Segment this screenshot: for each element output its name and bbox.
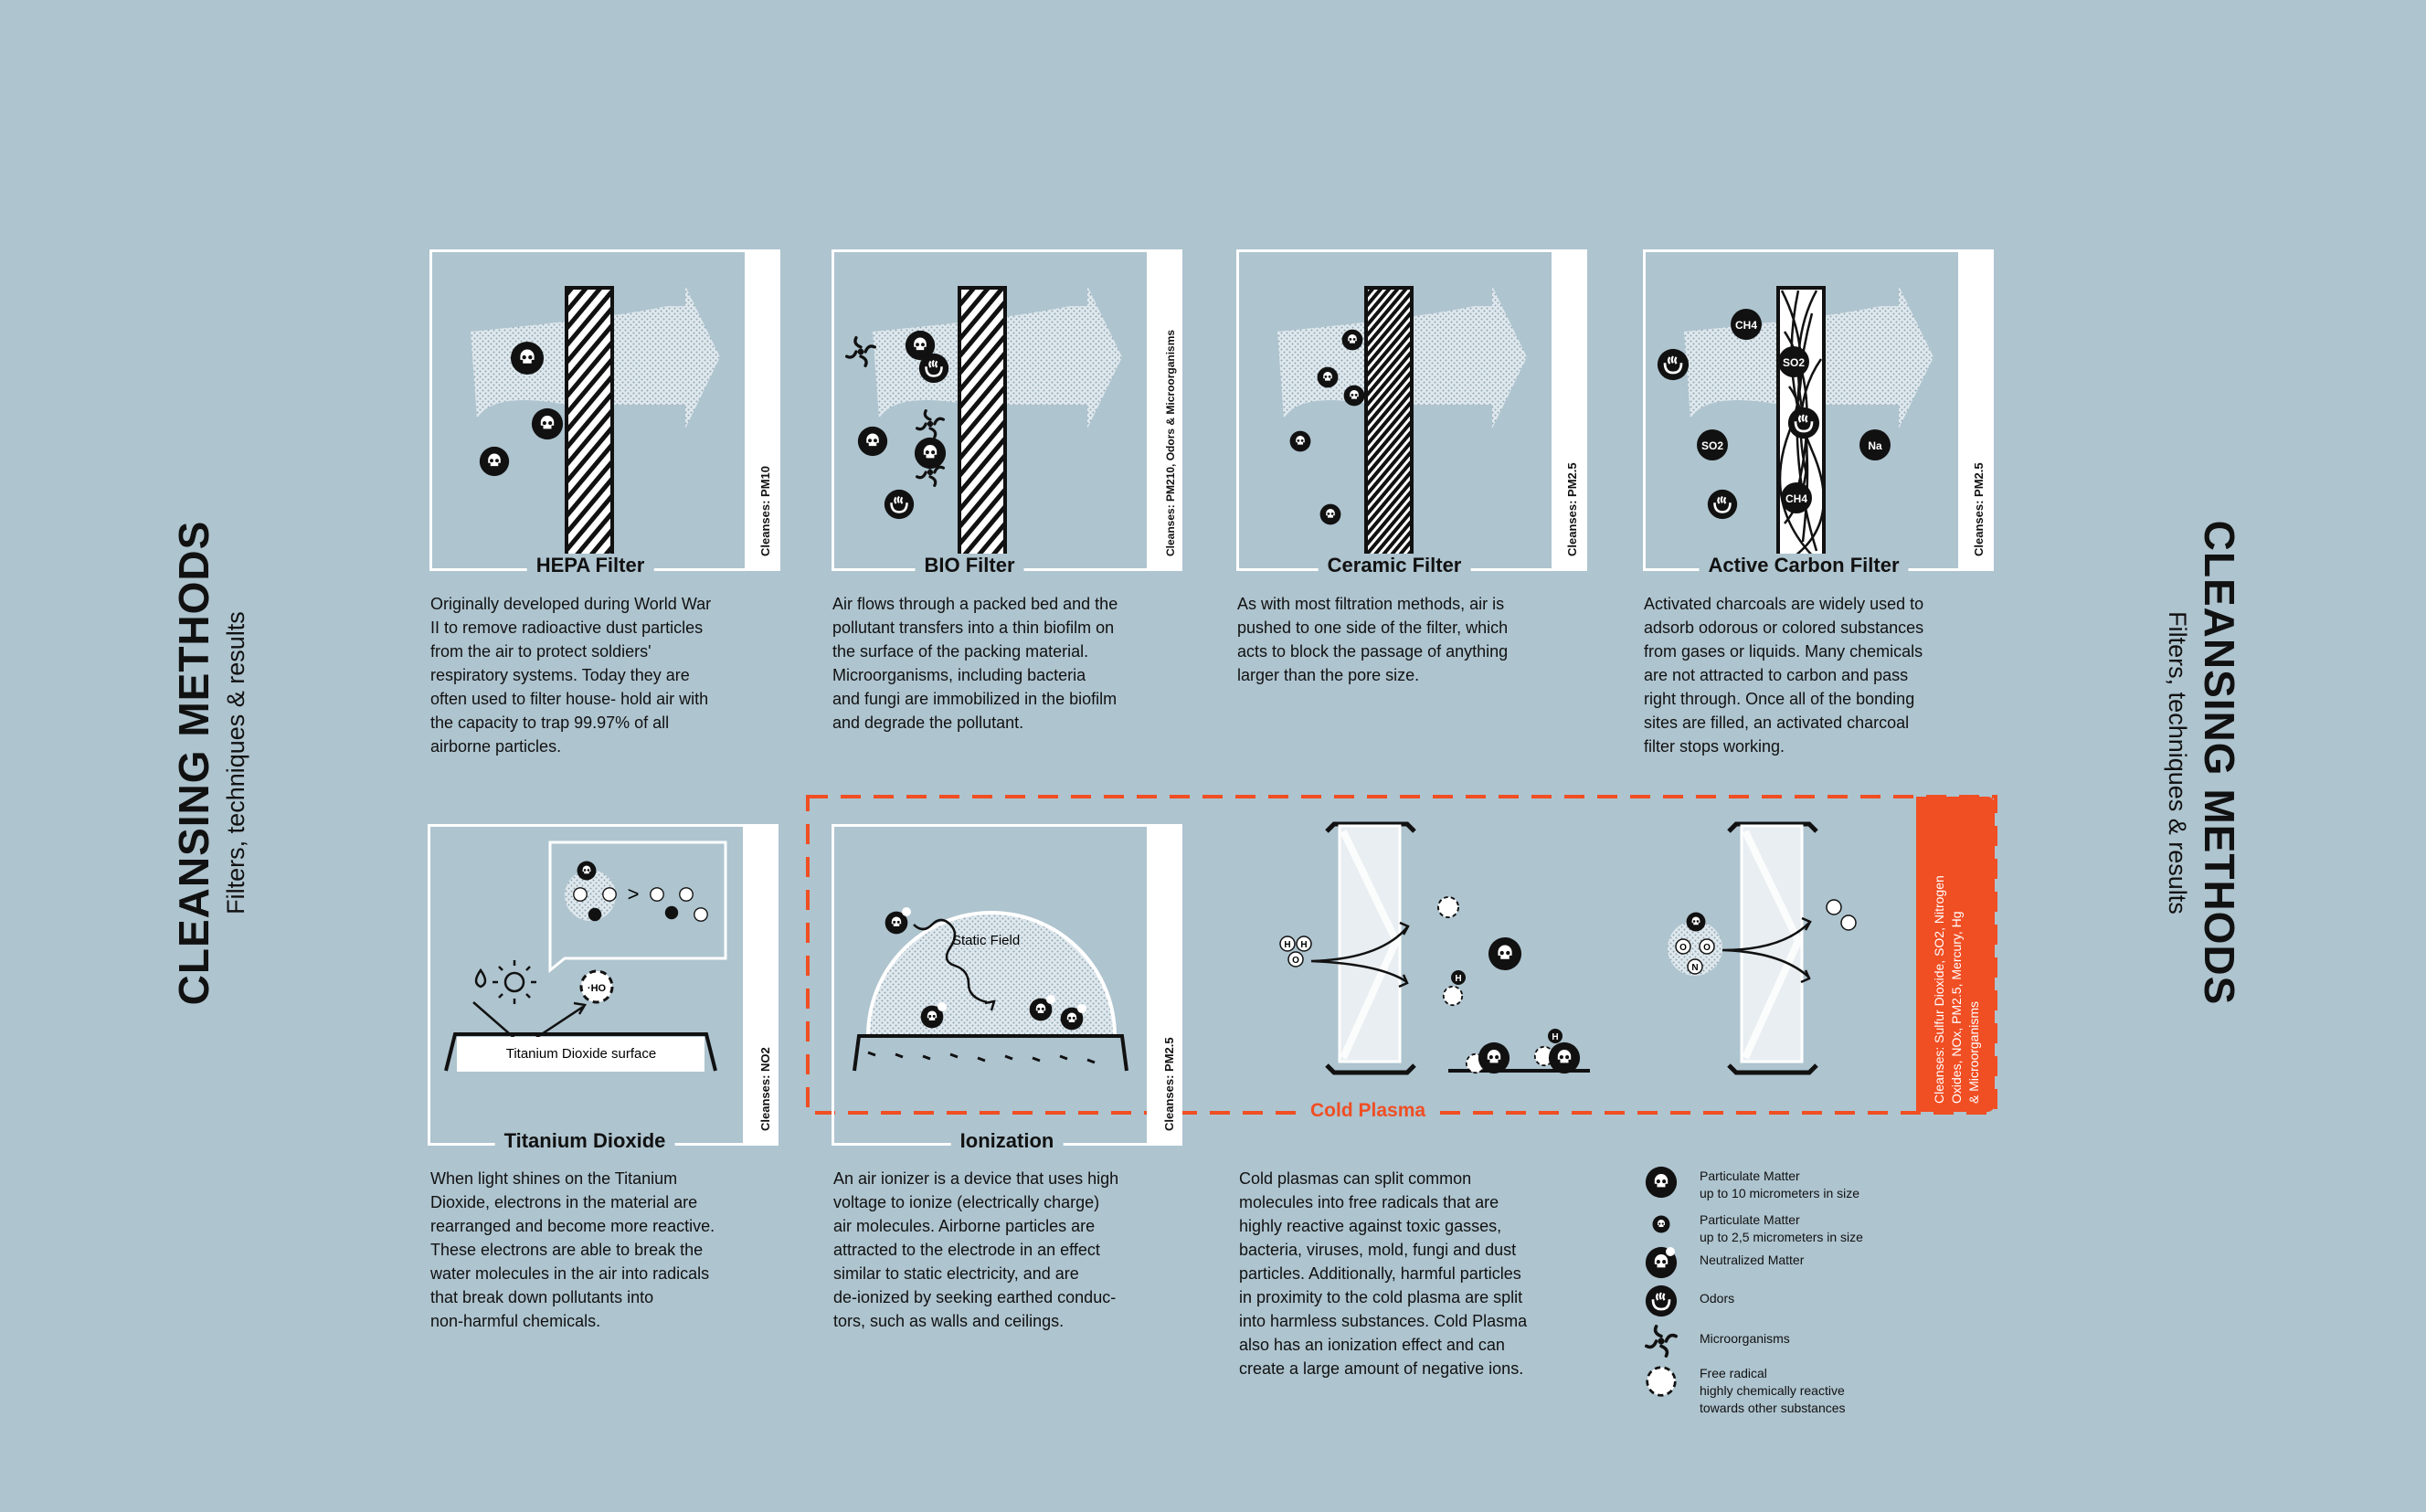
page-subtitle-right: Filters, techniques & results [2164, 611, 2191, 915]
panel-title: HEPA Filter [526, 554, 654, 577]
cleanses-label: Cleanses: PM210, Odors & Microorganisms [1164, 329, 1177, 556]
free-radical-icon [1646, 1366, 1677, 1397]
page-subtitle: Filters, techniques & results [222, 611, 249, 915]
svg-text:O: O [1679, 943, 1687, 953]
na-molecule: Na [1859, 429, 1891, 460]
cold-plasma-cleanses-tab [1916, 797, 1995, 1112]
cleanses-label: Cleanses: PM2.5 [1972, 462, 1986, 556]
cold-plasma-diagram-2: O O N [1668, 821, 1857, 1075]
svg-text:CH4: CH4 [1785, 492, 1807, 505]
description-active-carbon: Activated charcoals are widely used to a… [1644, 595, 1924, 756]
svg-text:SO2: SO2 [1783, 356, 1805, 369]
svg-text:H: H [1284, 940, 1290, 950]
svg-text:Static Field: Static Field [952, 933, 1020, 948]
svg-text:N: N [1691, 963, 1698, 973]
cleanses-label: Cleanses: PM10 [758, 466, 772, 556]
cleanses-label: Cleanses: NO2 [758, 1047, 772, 1131]
cold-plasma-diagram-1: H H O H H [1279, 821, 1590, 1075]
odor-icon [1645, 1285, 1678, 1317]
panel-active-carbon-filter: CH4 SO2 SO2 Na CH4 Active Carbon Filter … [1643, 249, 1994, 577]
panel-title: Titanium Dioxide [494, 1129, 675, 1153]
titanium-diagram: > ·HO Titanium Dioxide surface [428, 824, 779, 1146]
bio-diagram [832, 249, 1182, 571]
description-cold-plasma: Cold plasmas can split common molecules … [1239, 1169, 1528, 1378]
panel-ionization: Static Field Ionization Cleanses: PM2.5 [832, 824, 1182, 1153]
svg-text:Titanium Dioxide surface: Titanium Dioxide surface [506, 1046, 657, 1062]
svg-text:·HO: ·HO [588, 983, 607, 994]
skull-large-icon [1645, 1166, 1678, 1199]
ionization-diagram: Static Field [832, 824, 1182, 1146]
svg-text:>: > [628, 883, 640, 905]
neutralized-icon [1645, 1246, 1678, 1279]
so2-molecule: SO2 [1697, 429, 1728, 460]
ceramic-diagram [1236, 249, 1587, 571]
svg-text:H: H [1455, 974, 1461, 984]
svg-text:SO2: SO2 [1701, 439, 1723, 452]
description-bio: Air flows through a packed bed and the p… [832, 595, 1118, 732]
panel-hepa-filter: HEPA Filter Cleanses: PM10 [429, 249, 780, 577]
so2-molecule-filter: SO2 [1778, 346, 1809, 377]
cold-plasma-cleanses-label: Cleanses: Sulfur Dioxide, SO2, Nitrogen … [1932, 875, 1981, 1104]
ch4-molecule-filter: CH4 [1781, 482, 1812, 513]
description-titanium-dioxide: When light shines on the Titanium Dioxid… [430, 1169, 715, 1330]
svg-text:O: O [1292, 956, 1299, 966]
panel-title: Ceramic Filter [1318, 554, 1471, 577]
page-title: CLEANSING METHODS [170, 520, 217, 1006]
svg-text:O: O [1703, 943, 1711, 953]
panel-title: Active Carbon Filter [1699, 554, 1909, 577]
svg-text:H: H [1300, 940, 1307, 950]
cold-plasma-dashed-frame [806, 795, 1997, 1115]
carbon-diagram: CH4 SO2 SO2 Na CH4 [1643, 249, 1994, 571]
panel-title: BIO Filter [915, 554, 1024, 577]
svg-text:CH4: CH4 [1735, 319, 1757, 332]
cold-plasma-label: Cold Plasma [1305, 1100, 1432, 1122]
ch4-molecule: CH4 [1731, 309, 1762, 340]
svg-text:Na: Na [1868, 439, 1882, 452]
panel-titanium-dioxide: > ·HO Titanium Dioxide surface Titanium … [428, 824, 779, 1153]
skull-small-icon [1652, 1215, 1670, 1233]
description-ionization: An air ionizer is a device that uses hig… [833, 1169, 1119, 1330]
cleanses-label: Cleanses: PM2.5 [1162, 1037, 1176, 1131]
description-ceramic: As with most filtration methods, air is … [1237, 595, 1509, 684]
svg-text:H: H [1552, 1032, 1558, 1042]
description-hepa: Originally developed during World War II… [430, 595, 712, 756]
microorganism-icon [1645, 1325, 1678, 1358]
hepa-diagram [429, 249, 780, 571]
panel-title: Ionization [950, 1129, 1064, 1153]
page-title-right: CLEANSING METHODS [2196, 520, 2243, 1006]
panel-ceramic-filter: Ceramic Filter Cleanses: PM2.5 [1236, 249, 1587, 577]
panel-bio-filter: BIO Filter Cleanses: PM210, Odors & Micr… [832, 249, 1182, 577]
cleanses-label: Cleanses: PM2.5 [1565, 462, 1579, 556]
